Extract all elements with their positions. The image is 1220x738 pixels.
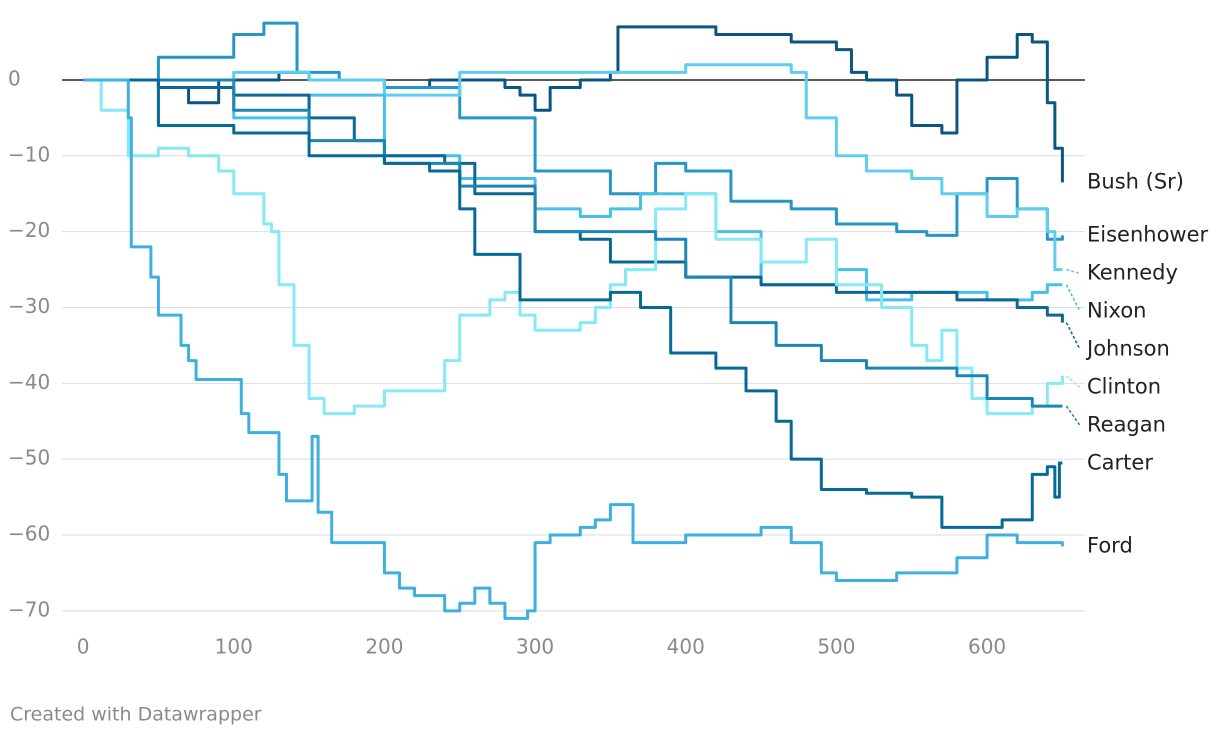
series-line	[83, 78, 1064, 416]
x-tick-label: 600	[968, 635, 1006, 659]
y-tick-label: 0	[8, 66, 21, 90]
series-line	[83, 21, 1064, 241]
label-connector	[1065, 375, 1081, 389]
series-label: Kennedy	[1087, 260, 1178, 284]
series-label: Ford	[1087, 533, 1133, 557]
label-connector	[1065, 405, 1081, 426]
y-tick-label: −50	[8, 446, 50, 470]
label-connector	[1066, 268, 1081, 275]
series-line	[83, 25, 1064, 183]
footer: Created with Datawrapper	[10, 704, 262, 726]
series-line	[83, 78, 1063, 302]
series-label: Nixon	[1087, 298, 1146, 322]
y-tick-label: −20	[8, 218, 50, 242]
x-tick-label: 100	[215, 635, 253, 659]
series-label: Bush (Sr)	[1087, 169, 1184, 193]
series-label: Carter	[1087, 450, 1153, 474]
y-tick-label: −60	[8, 521, 50, 545]
label-connector	[1065, 322, 1081, 350]
y-tick-label: −30	[8, 294, 50, 318]
series-line	[83, 78, 1064, 620]
x-tick-label: 500	[817, 635, 855, 659]
series-label: Johnson	[1085, 336, 1170, 360]
series-label: Reagan	[1087, 412, 1166, 436]
x-tick-label: 400	[667, 635, 705, 659]
y-tick-label: −10	[8, 142, 50, 166]
y-tick-label: −70	[8, 597, 50, 621]
x-tick-label: 300	[516, 635, 554, 659]
series-line	[83, 78, 1063, 408]
series-line	[83, 78, 1064, 323]
y-tick-label: −40	[8, 370, 50, 394]
series-line	[83, 63, 1063, 272]
x-tick-label: 0	[77, 635, 90, 659]
series-label: Clinton	[1087, 374, 1161, 398]
series-label: Eisenhower	[1087, 222, 1209, 246]
x-tick-label: 200	[365, 635, 403, 659]
series-line	[83, 78, 1063, 529]
